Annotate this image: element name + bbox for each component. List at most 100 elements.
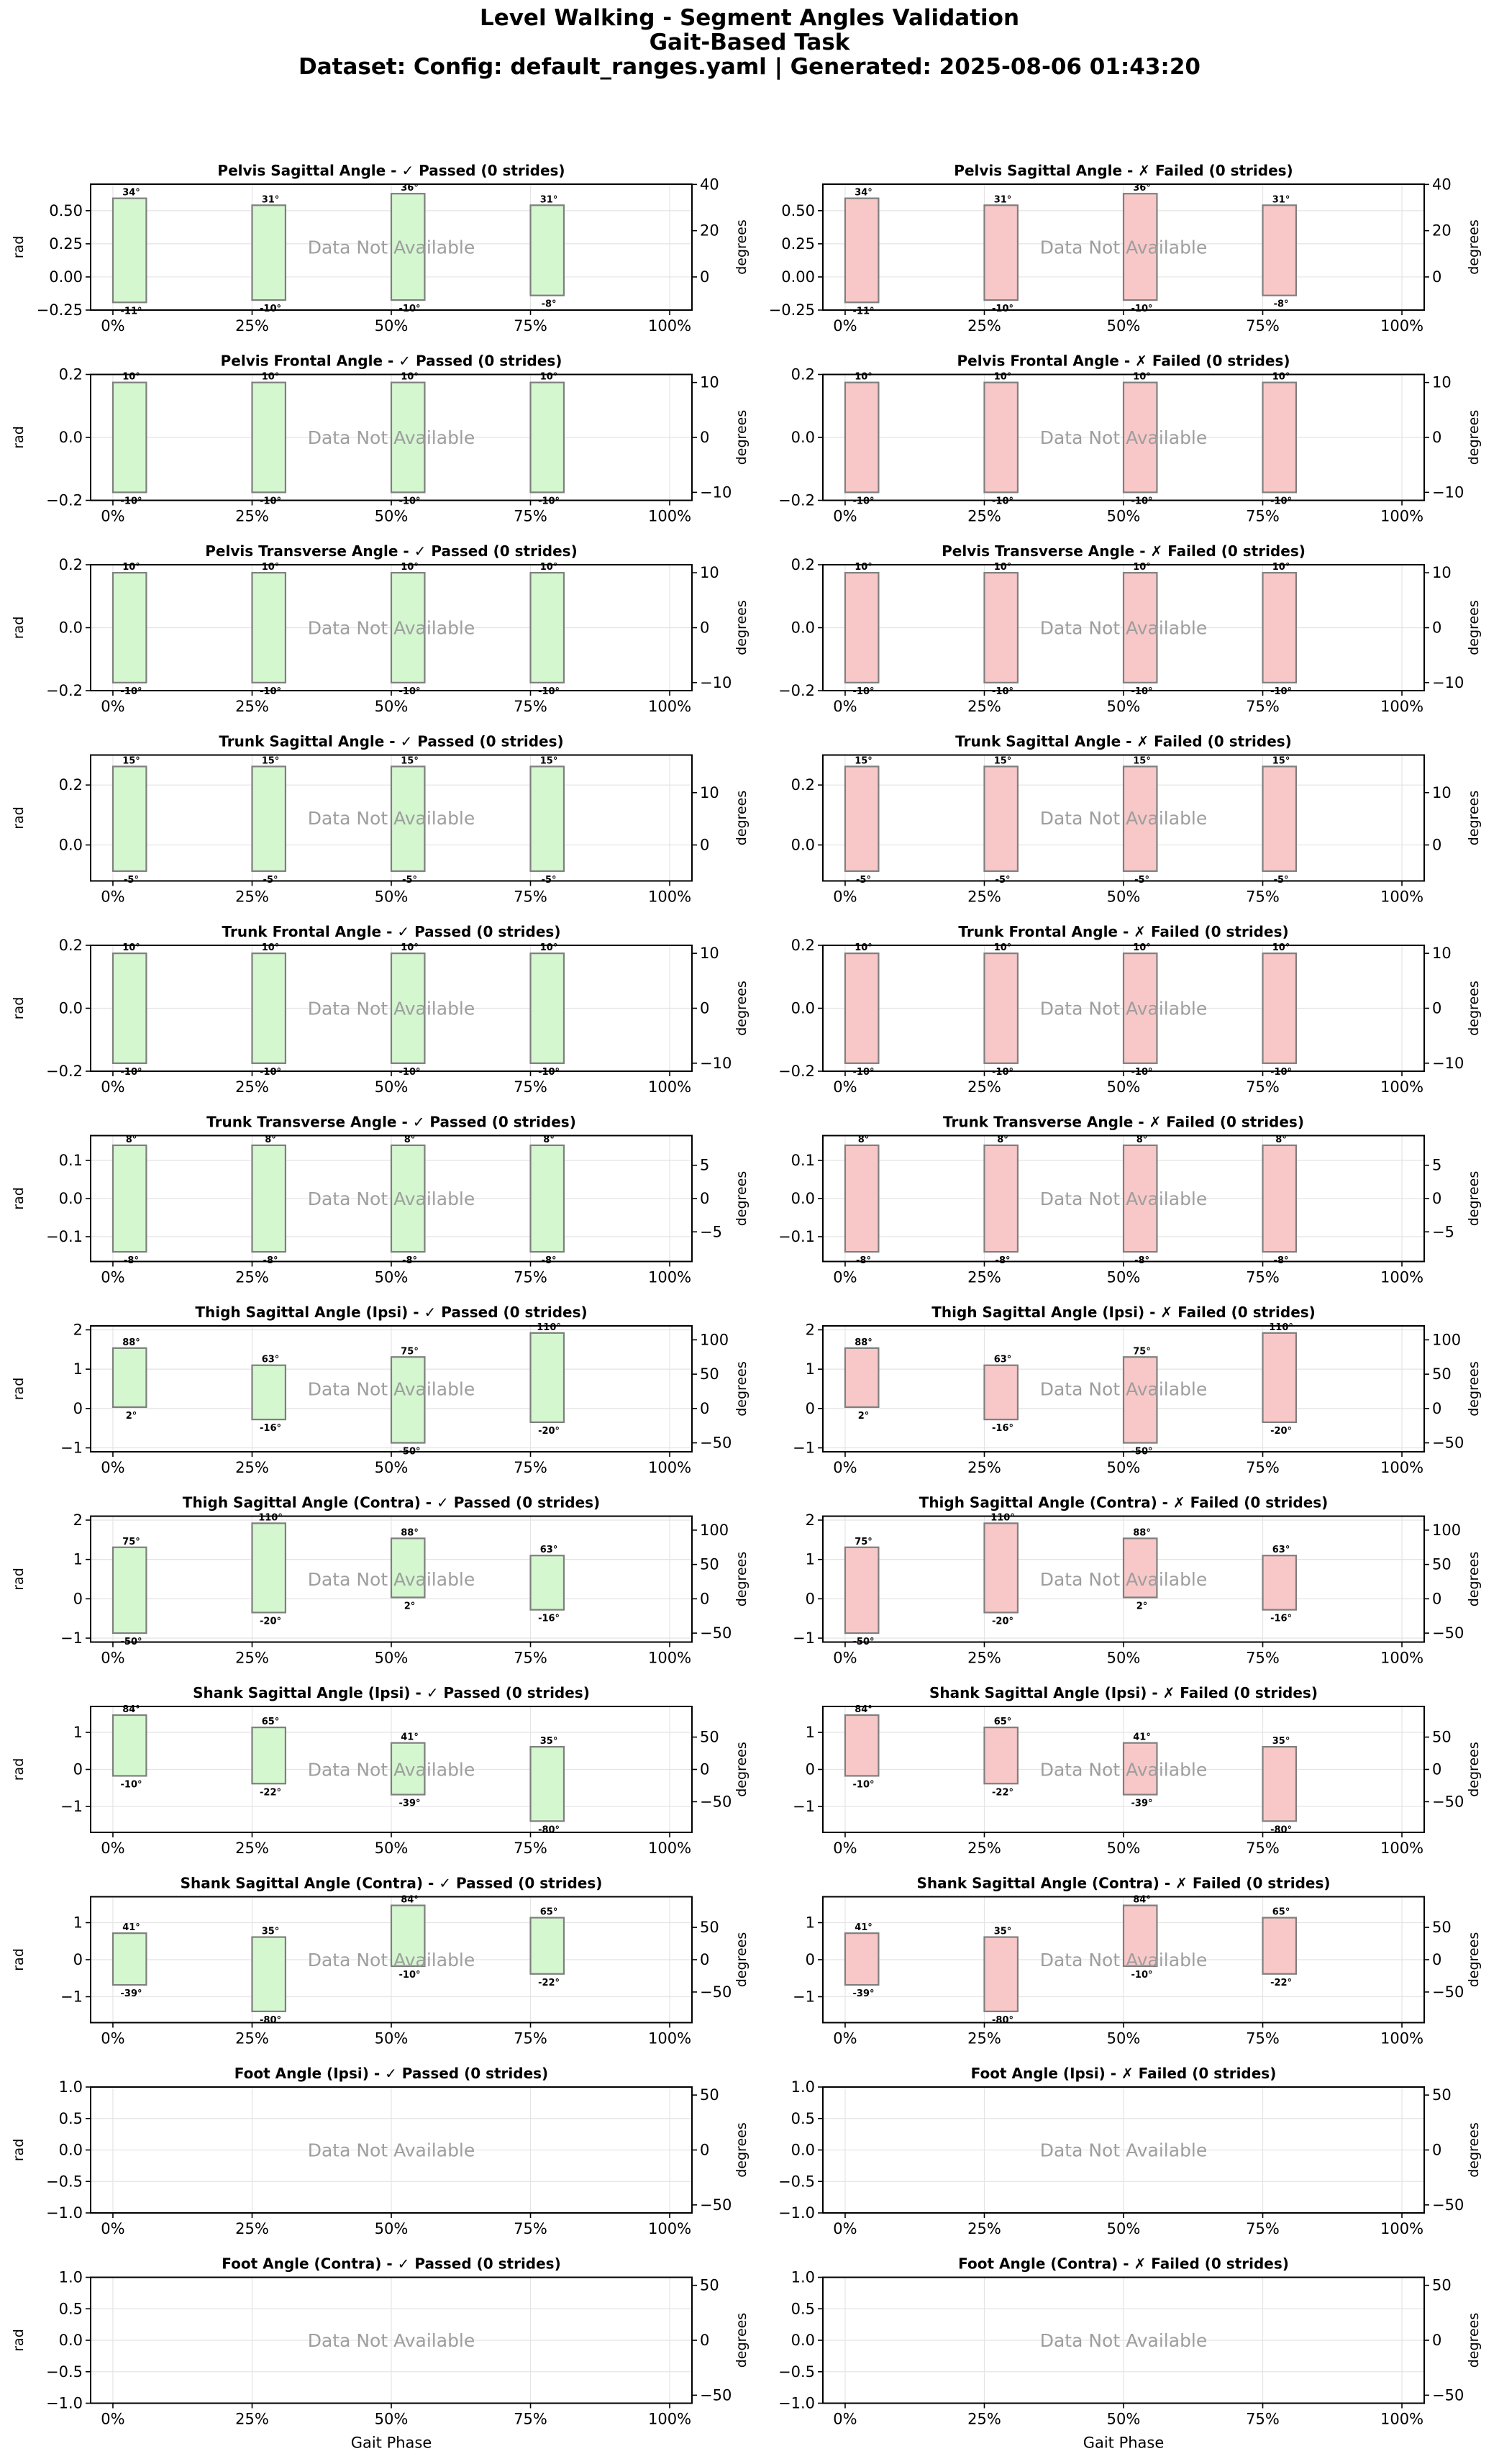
range-max-label: 10° [401,372,419,383]
subplot-title: Thigh Sagittal Angle (Ipsi) - ✗ Failed (… [931,1304,1316,1321]
x-tick-label: 75% [1246,1840,1280,1857]
y-tick-label-left: 1 [806,1914,815,1932]
y-tick-label-right: 10 [1432,945,1452,962]
range-bar [111,1144,147,1253]
y-tick-label-left: 0.0 [791,619,815,637]
y-tick-label-left: 1 [806,1360,815,1378]
x-tick-label: 75% [514,1650,547,1667]
range-max-label: 88° [1133,1527,1151,1538]
range-max-label: 35° [262,1927,280,1937]
y-tick-label-right: 0 [1432,1590,1441,1607]
y-axis-label-right: degrees [1466,2313,1482,2368]
y-tick-label-left: 0.0 [791,429,815,446]
range-min-label: -10° [399,686,421,697]
y-tick-label-right: −10 [700,674,732,691]
range-bar [251,953,287,1064]
range-max-label: 10° [1133,372,1151,383]
range-max-label: 75° [401,1346,419,1357]
x-tick-label: 50% [375,698,409,715]
y-tick-label-left: 0 [806,1400,815,1417]
range-max-label: 110° [1269,1322,1293,1333]
range-bar [251,765,287,872]
x-tick-label: 25% [235,1650,269,1667]
range-bar [1262,1917,1298,1975]
y-tick-label-right: 0 [1432,2332,1441,2349]
y-tick-label-left: −1 [793,1440,815,1457]
y-tick-label-right: −50 [1432,1435,1464,1452]
subplot-title: Shank Sagittal Angle (Contra) - ✗ Failed… [916,1875,1330,1892]
y-tick-label-right: 10 [700,564,719,581]
y-tick-label-right: 0 [700,837,709,854]
y-axis-label-right: degrees [1466,410,1482,465]
subplot-title: Shank Sagittal Angle (Ipsi) - ✓ Passed (… [193,1684,590,1701]
y-tick-label-right: −50 [700,1435,732,1452]
range-min-label: 2° [404,1601,416,1611]
x-tick-label: 0% [833,888,857,906]
y-tick-label-left: 0 [73,1951,83,1968]
range-min-label: -8° [1274,299,1289,310]
range-max-label: 15° [1133,755,1151,766]
range-min-label: -10° [992,304,1013,314]
range-min-label: -39° [399,1799,421,1809]
x-tick-label: 25% [235,317,269,335]
y-axis-label-right: degrees [1466,2122,1482,2177]
range-min-label: -10° [399,1970,421,1981]
range-min-label: -10° [121,496,142,506]
subplot-title: Pelvis Sagittal Angle - ✓ Passed (0 stri… [217,162,565,179]
range-min-label: -39° [1131,1799,1153,1809]
range-min-label: -22° [538,1978,560,1988]
range-min-label: -39° [121,1988,142,1999]
no-data-text: Data Not Available [1040,2140,1208,2161]
range-max-label: 110° [258,1512,283,1523]
x-tick-label: 50% [375,2220,409,2237]
y-tick-label-right: 50 [700,2277,719,2294]
y-axis-label-right: degrees [1466,981,1482,1035]
range-bar [844,1932,880,1986]
subplot-passed-5: 10° -10° 10° -10° 10° -10° 10° -10° −0.2 0.0 0.2 −1… [11,923,750,1096]
range-bar [1122,193,1158,301]
range-max-label: 10° [994,372,1012,383]
range-bar [251,1144,287,1253]
y-tick-label-right: 50 [700,1919,719,1936]
y-tick-label-left: 0.0 [791,2332,815,2349]
subplot-title: Foot Angle (Ipsi) - ✗ Failed (0 strides) [971,2065,1277,2082]
x-tick-label: 75% [514,1459,547,1476]
y-tick-label-right: 50 [1432,2086,1452,2104]
subplot-title: Pelvis Frontal Angle - ✓ Passed (0 strid… [221,353,562,370]
x-tick-label: 75% [514,888,547,906]
y-tick-label-left: −1.0 [778,2395,815,2412]
range-max-label: 65° [1272,1907,1290,1918]
y-tick-label-left: 0.2 [59,366,83,383]
range-min-label: -80° [260,2015,281,2026]
range-min-label: -11° [853,306,875,317]
range-bar [1262,204,1298,296]
y-tick-label-left: −0.2 [46,682,83,699]
range-max-label: 8° [126,1135,137,1145]
y-axis-label-right: degrees [734,219,750,274]
range-min-label: -10° [853,686,875,697]
y-tick-label-left: 0.00 [49,268,83,286]
range-bar [111,1347,147,1409]
range-min-label: -80° [538,1824,560,1835]
y-tick-label-right: 10 [1432,784,1452,801]
y-axis-label-right: degrees [734,1552,750,1606]
range-bar [1262,765,1298,872]
x-tick-label: 100% [1380,1840,1423,1857]
range-bar [844,1546,880,1635]
range-bar [1122,1537,1158,1599]
y-tick-label-right: 40 [700,176,719,193]
range-max-label: 15° [1272,755,1290,766]
y-tick-label-left: 2 [806,1321,815,1338]
y-tick-label-right: −10 [1432,1055,1464,1072]
x-tick-label: 75% [1246,1078,1280,1096]
range-max-label: 8° [543,1135,555,1145]
range-max-label: 8° [997,1135,1008,1145]
x-tick-label: 50% [375,1459,409,1476]
subplot-failed-8: 75°-50°110°-20°88°2°63°-16°−1012−5005010… [793,1494,1482,1667]
y-tick-label-left: 1.0 [791,2269,815,2286]
range-max-label: 15° [262,755,280,766]
x-tick-label: 25% [967,1078,1001,1096]
range-max-label: 15° [994,755,1012,766]
